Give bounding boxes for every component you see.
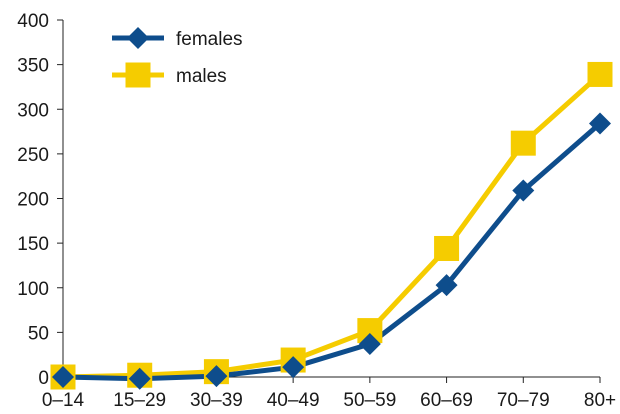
point-males: [510, 130, 536, 156]
y-tick-label: 350: [17, 56, 49, 77]
legend-item-males: males: [112, 62, 227, 88]
series-males: [62, 72, 602, 380]
legend-label-females: females: [176, 29, 243, 50]
point-females: [128, 367, 151, 390]
point-males: [587, 61, 613, 87]
y-tick-label: 300: [17, 100, 49, 121]
point-females: [358, 332, 381, 355]
series-layer: [50, 61, 613, 390]
point-females: [435, 274, 458, 297]
legend-marker-females: [127, 27, 149, 49]
x-tick-label: 70–79: [497, 390, 550, 411]
x-tick-label: 0–14: [42, 390, 85, 411]
y-tick-label: 100: [17, 279, 49, 300]
y-tick-label: 200: [17, 190, 49, 211]
x-tick-label: 60–69: [420, 390, 473, 411]
x-tick-label: 15–29: [113, 390, 166, 411]
point-males: [434, 235, 460, 261]
y-axis: 0 50 100 150 200 250 300 350 400: [17, 11, 64, 389]
y-tick-label: 250: [17, 145, 49, 166]
y-tick-label: 0: [38, 368, 49, 389]
y-tick-label: 50: [28, 323, 49, 344]
markers-females: [52, 112, 611, 390]
legend-marker-males: [125, 62, 151, 88]
point-females: [589, 112, 611, 135]
series-line-males: [62, 72, 602, 380]
point-females: [205, 365, 228, 388]
x-tick-label: 40–49: [267, 390, 320, 411]
legend: females males: [112, 27, 243, 88]
markers-males: [50, 61, 613, 390]
series-line-females: [62, 121, 602, 382]
point-females: [512, 179, 535, 202]
x-tick-label: 80+: [584, 390, 616, 411]
point-females: [52, 366, 74, 388]
y-tick-label: 150: [17, 234, 49, 255]
point-females: [282, 356, 305, 379]
x-tick-label: 30–39: [190, 390, 243, 411]
legend-item-females: females: [112, 27, 243, 50]
y-tick-label: 400: [17, 11, 49, 32]
x-tick-label: 50–59: [343, 390, 396, 411]
legend-label-males: males: [176, 66, 227, 87]
series-females: [62, 121, 602, 382]
